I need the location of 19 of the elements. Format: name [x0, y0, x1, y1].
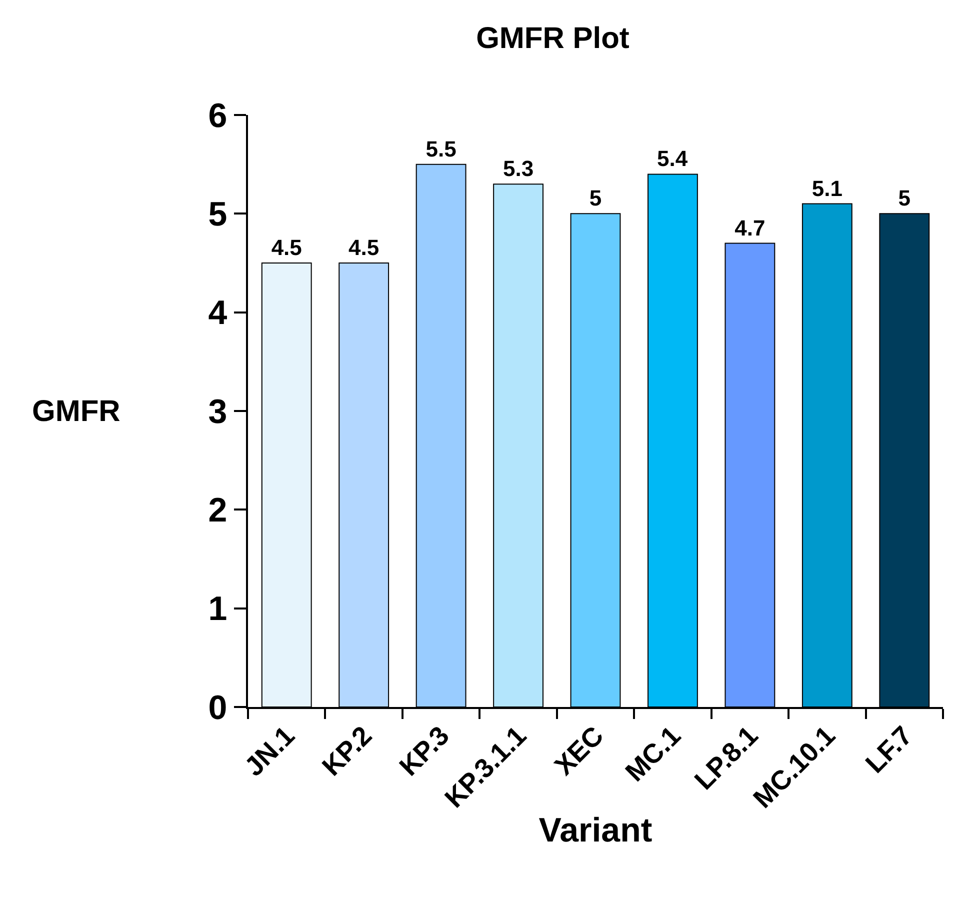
data-label: 5	[589, 186, 602, 211]
data-label: 5.1	[812, 176, 842, 201]
chart-title: GMFR Plot	[476, 22, 630, 56]
data-label: 4.7	[734, 215, 766, 240]
y-tick-label: 4	[208, 294, 228, 332]
data-label: 5.3	[502, 156, 534, 182]
y-tick-label: 3	[208, 392, 228, 431]
data-label: 5	[898, 186, 911, 211]
data-label: 5.4	[657, 146, 688, 172]
x-axis-title: Variant	[538, 812, 652, 850]
data-label: 4.5	[348, 235, 380, 260]
y-tick-label: 0	[208, 688, 228, 727]
data-label: 5.5	[426, 136, 456, 162]
y-tick-label: 6	[208, 96, 228, 135]
y-axis-title: GMFR	[32, 395, 121, 428]
y-tick-label: 5	[208, 196, 228, 234]
data-label: 4.5	[271, 235, 302, 260]
y-tick-label: 1	[208, 590, 228, 628]
y-tick-label: 2	[208, 492, 228, 530]
